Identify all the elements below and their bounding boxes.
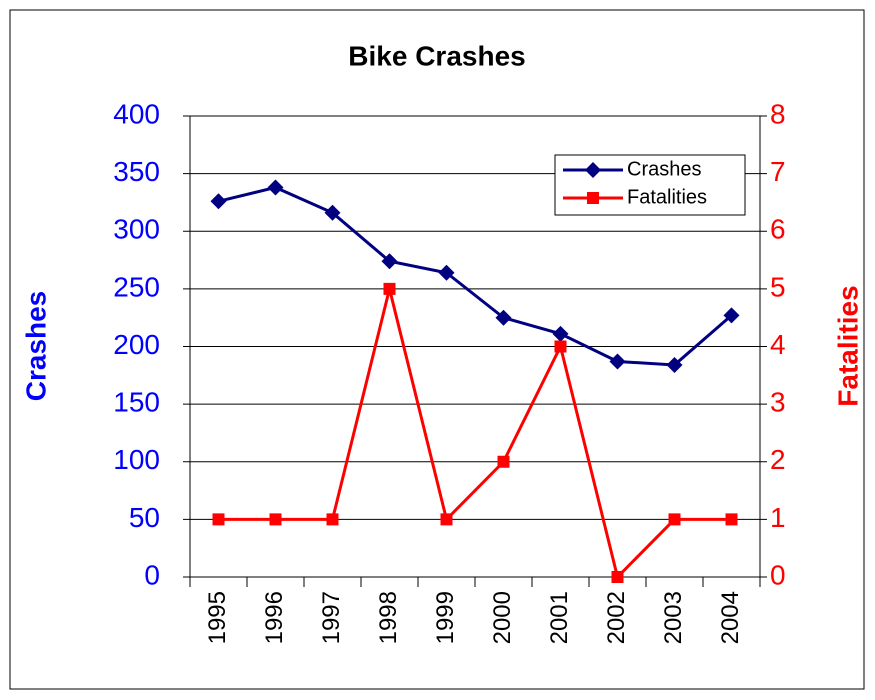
- point: [438, 264, 455, 281]
- y2-axis-title: Fatalities: [832, 285, 863, 406]
- x-tick-label: 2001: [546, 591, 573, 644]
- legend-box: [554, 154, 746, 216]
- point: [554, 340, 567, 353]
- point: [609, 353, 626, 370]
- point: [725, 513, 738, 526]
- chart-title: Bike Crashes: [348, 40, 525, 71]
- point: [381, 253, 398, 270]
- point: [267, 179, 284, 196]
- point: [497, 455, 510, 468]
- x-tick-label: 2000: [489, 591, 516, 644]
- y2-tick-label: 0: [770, 559, 786, 590]
- y2-tick-label: 7: [770, 156, 786, 187]
- y-tick-label: 0: [144, 559, 160, 590]
- series-line: [218, 288, 732, 580]
- point: [495, 309, 512, 326]
- point: [723, 307, 740, 324]
- y2-tick-label: 5: [770, 271, 786, 302]
- y2-tick-label: 2: [770, 444, 786, 475]
- point: [326, 513, 339, 526]
- point: [440, 513, 453, 526]
- point: [585, 162, 601, 178]
- x-tick-label: 2004: [717, 591, 744, 644]
- point: [269, 513, 282, 526]
- y-tick-label: 200: [113, 329, 160, 360]
- point: [611, 571, 624, 583]
- point: [324, 204, 341, 221]
- x-tick-label: 1998: [375, 591, 402, 644]
- y-tick-label: 350: [113, 156, 160, 187]
- x-tick-label: 1995: [204, 591, 231, 644]
- x-tick-label: 1999: [432, 591, 459, 644]
- y2-tick-label: 3: [770, 387, 786, 418]
- point: [666, 356, 683, 373]
- x-tick-label: 1997: [318, 591, 345, 644]
- series-line: [218, 185, 733, 367]
- x-tick-label: 2003: [660, 591, 687, 644]
- x-tick-label: 2002: [603, 591, 630, 644]
- y-tick-label: 300: [113, 214, 160, 245]
- y-tick-label: 400: [113, 98, 160, 129]
- y2-tick-label: 4: [770, 329, 786, 360]
- y-tick-label: 100: [113, 444, 160, 475]
- y2-tick-label: 8: [770, 98, 786, 129]
- y-tick-label: 150: [113, 387, 160, 418]
- legend-label: Crashes: [627, 158, 701, 180]
- y2-tick-label: 6: [770, 214, 786, 245]
- y-tick-label: 250: [113, 271, 160, 302]
- y-axis-title: Crashes: [20, 291, 51, 402]
- y2-tick-label: 1: [770, 502, 786, 533]
- chart-border: [9, 9, 865, 690]
- point: [383, 282, 396, 295]
- point: [552, 325, 569, 342]
- legend-label: Fatalities: [627, 186, 707, 208]
- y-tick-label: 50: [129, 502, 160, 533]
- point: [668, 513, 681, 526]
- x-tick-label: 1996: [261, 591, 288, 644]
- point: [212, 513, 225, 526]
- point: [210, 193, 227, 210]
- point: [587, 192, 599, 204]
